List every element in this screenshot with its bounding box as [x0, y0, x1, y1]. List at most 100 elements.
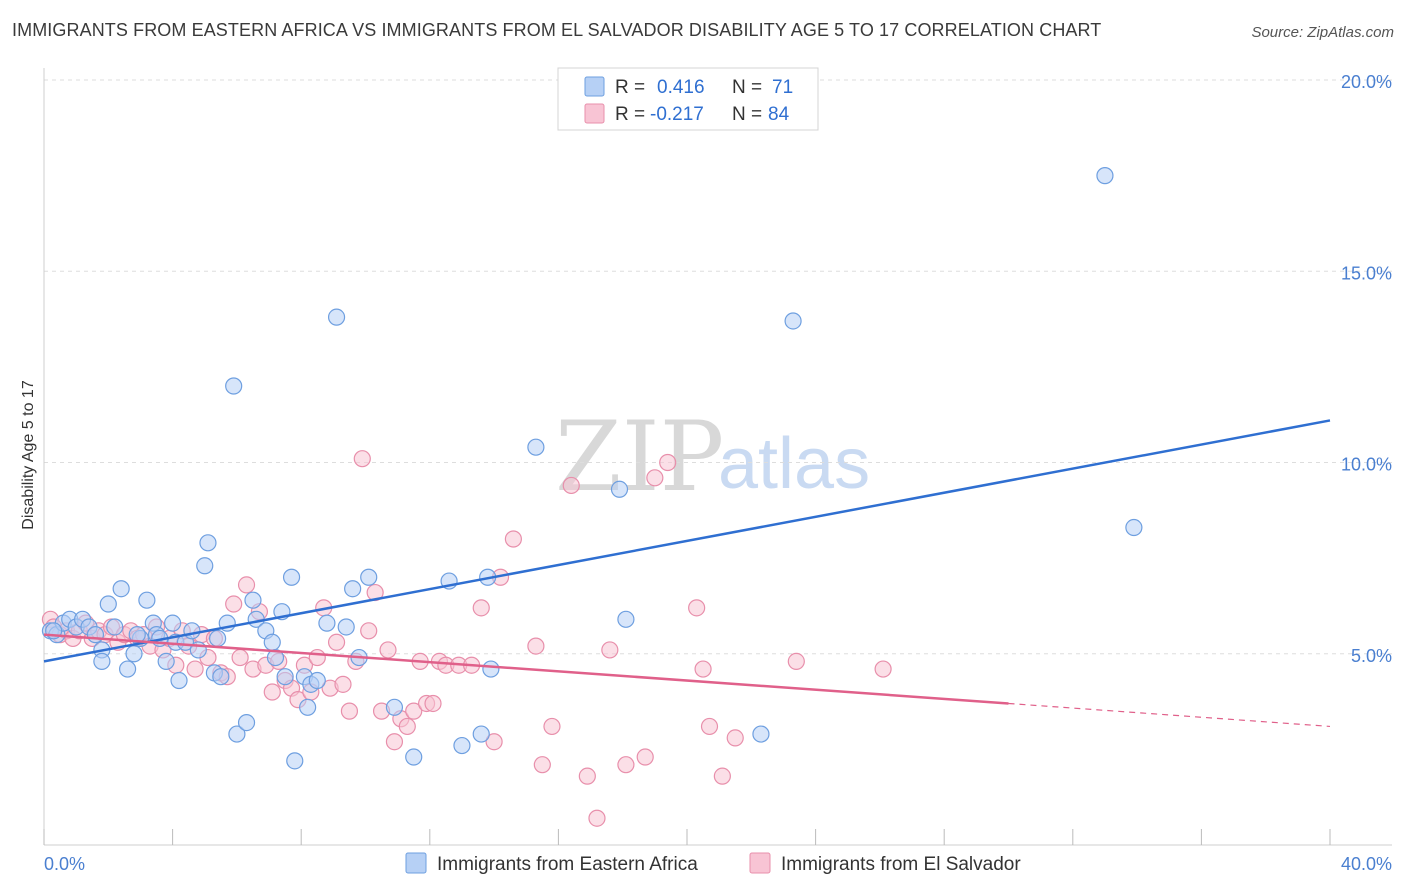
- point-eastern-africa-61: [482, 660, 500, 678]
- point-el-salvador-82: [700, 717, 719, 736]
- point-eastern-africa-11: [106, 618, 124, 636]
- legend-r-value-2: -0.217: [650, 104, 704, 125]
- point-el-salvador-78: [646, 469, 664, 487]
- point-eastern-africa-23: [170, 671, 188, 690]
- legend: R = 0.416 N = 71 R = -0.217 N = 84: [557, 67, 819, 131]
- point-el-salvador-70: [533, 756, 551, 774]
- y-tick-label-3: 20.0%: [1341, 72, 1392, 92]
- point-el-salvador-49: [353, 450, 371, 468]
- point-el-salvador-65: [472, 599, 490, 617]
- point-el-salvador-47: [340, 702, 359, 720]
- series-legend: Immigrants from Eastern Africa Immigrant…: [405, 852, 1021, 875]
- legend-r-value-1: 0.416: [657, 77, 705, 98]
- point-el-salvador-74: [588, 809, 606, 827]
- point-eastern-africa-48: [308, 671, 326, 690]
- point-eastern-africa-55: [385, 698, 404, 716]
- point-el-salvador-77: [636, 748, 654, 766]
- point-el-salvador-71: [543, 717, 561, 736]
- point-eastern-africa-52: [344, 580, 362, 598]
- point-el-salvador-85: [787, 652, 805, 671]
- point-eastern-africa-10: [99, 595, 117, 613]
- point-eastern-africa-31: [212, 668, 230, 686]
- grid-lines: [44, 79, 1392, 655]
- point-eastern-africa-50: [327, 308, 346, 326]
- source-note: Source: ZipAtlas.com: [1251, 24, 1394, 41]
- x-tick-label-1: 40.0%: [1341, 854, 1392, 874]
- point-eastern-africa-44: [286, 752, 304, 770]
- x-tick-label-0: 0.0%: [44, 854, 85, 874]
- legend-n-value-2: 84: [768, 104, 790, 125]
- watermark-zip: ZIP: [555, 401, 724, 513]
- point-el-salvador-79: [659, 453, 677, 472]
- trend-line-eastern-africa: [43, 419, 1331, 663]
- point-eastern-africa-62: [527, 438, 545, 456]
- point-el-salvador-54: [385, 733, 404, 751]
- point-el-salvador-69: [527, 637, 545, 655]
- point-el-salvador-83: [713, 767, 731, 785]
- point-eastern-africa-39: [263, 633, 281, 651]
- legend-swatch-el-salvador: [584, 103, 605, 124]
- y-tick-label-1: 10.0%: [1341, 455, 1392, 475]
- point-eastern-africa-16: [138, 591, 156, 609]
- point-eastern-africa-59: [472, 725, 490, 743]
- point-el-salvador-68: [504, 530, 522, 548]
- series-legend-swatch-eastern-africa: [405, 852, 427, 874]
- point-eastern-africa-33: [225, 377, 243, 395]
- series-legend-label-eastern-africa: Immigrants from Eastern Africa: [437, 854, 698, 875]
- point-eastern-africa-36: [244, 591, 262, 609]
- watermark: ZIP atlas: [555, 401, 870, 513]
- axes: [43, 68, 1392, 846]
- series-legend-label-el-salvador: Immigrants from El Salvador: [781, 854, 1021, 875]
- point-el-salvador-42: [308, 648, 326, 667]
- chart-title: IMMIGRANTS FROM EASTERN AFRICA VS IMMIGR…: [12, 20, 1102, 40]
- series-eastern-africa: [41, 167, 1143, 770]
- point-eastern-africa-28: [199, 534, 217, 552]
- point-eastern-africa-35: [237, 713, 256, 732]
- point-eastern-africa-51: [337, 618, 355, 636]
- point-eastern-africa-56: [405, 748, 423, 766]
- series-legend-swatch-el-salvador: [749, 852, 771, 874]
- point-el-salvador-66: [485, 733, 503, 751]
- point-el-salvador-35: [263, 683, 281, 701]
- point-eastern-africa-67: [1096, 167, 1114, 185]
- legend-n-label-1: N =: [732, 77, 762, 98]
- point-el-salvador-46: [334, 675, 352, 693]
- legend-r-label-1: R =: [615, 77, 645, 98]
- point-el-salvador-29: [225, 595, 243, 613]
- point-el-salvador-73: [578, 767, 596, 785]
- point-el-salvador-75: [601, 641, 619, 659]
- point-eastern-africa-14: [125, 645, 143, 663]
- point-el-salvador-53: [379, 641, 397, 659]
- point-eastern-africa-49: [318, 614, 336, 632]
- point-eastern-africa-7: [86, 626, 105, 644]
- point-el-salvador-86: [874, 660, 892, 678]
- legend-r-label-2: R =: [615, 104, 645, 125]
- y-axis-title: Disability Age 5 to 17: [20, 380, 37, 530]
- point-el-salvador-30: [231, 648, 249, 667]
- point-eastern-africa-34: [228, 725, 246, 743]
- point-eastern-africa-30: [209, 629, 227, 648]
- point-eastern-africa-20: [157, 652, 175, 671]
- trend-line-el-salvador-extension: [1008, 702, 1331, 728]
- point-eastern-africa-21: [164, 614, 182, 632]
- point-eastern-africa-70: [128, 626, 146, 644]
- legend-n-value-1: 71: [772, 77, 793, 98]
- point-eastern-africa-13: [118, 660, 137, 678]
- point-eastern-africa-42: [276, 668, 294, 686]
- y-tick-label-0: 5.0%: [1351, 646, 1392, 666]
- y-tick-label-2: 15.0%: [1341, 263, 1392, 283]
- point-eastern-africa-43: [282, 568, 301, 586]
- point-eastern-africa-25: [183, 622, 201, 640]
- point-eastern-africa-65: [752, 725, 770, 743]
- point-el-salvador-50: [360, 622, 378, 640]
- point-el-salvador-81: [694, 660, 712, 678]
- point-el-salvador-60: [424, 694, 442, 713]
- point-el-salvador-57: [405, 702, 423, 720]
- point-eastern-africa-68: [1125, 518, 1143, 537]
- point-eastern-africa-46: [299, 698, 317, 716]
- point-el-salvador-31: [237, 576, 256, 594]
- point-el-salvador-45: [327, 633, 346, 651]
- legend-swatch-eastern-africa: [584, 76, 605, 97]
- point-eastern-africa-9: [93, 652, 111, 671]
